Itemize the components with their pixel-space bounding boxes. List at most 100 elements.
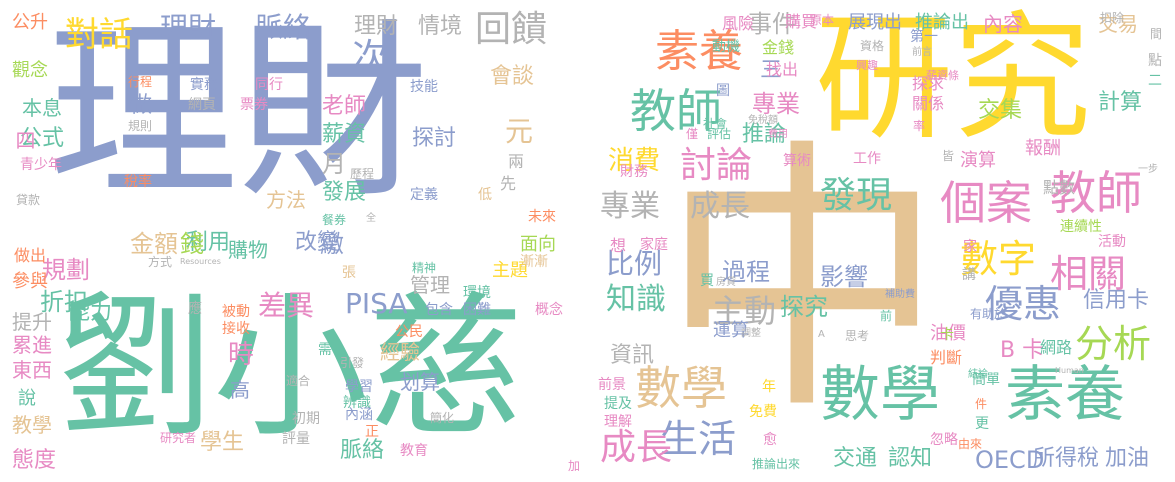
word-71: 加油 <box>1105 446 1150 471</box>
word-91: 三 <box>760 58 783 83</box>
word-75: 交集 <box>978 98 1023 123</box>
word-31: 成長 <box>600 427 673 468</box>
word-10: 數學 <box>635 361 727 415</box>
word-110: 家庭 <box>640 237 668 253</box>
word-141: 內涵 <box>345 407 373 423</box>
word-2: 研究 <box>815 0 1092 159</box>
word-30: 生活 <box>660 417 737 461</box>
word-80: 購買 <box>785 12 818 31</box>
word-199: 全 <box>366 213 376 224</box>
word-180: 扣除 <box>1100 11 1125 25</box>
word-134: 需 <box>318 342 332 358</box>
word-157: 房貸 <box>716 277 736 288</box>
word-182: 點 <box>1148 53 1162 69</box>
word-22: 專業 <box>600 189 660 224</box>
word-74: 計算 <box>1098 90 1143 115</box>
word-137: 辨識 <box>343 395 371 411</box>
word-153: 理解 <box>604 414 632 430</box>
word-41: 利用 <box>186 230 231 255</box>
word-79: 展現出 <box>848 12 902 33</box>
word-24: 事件 <box>748 10 796 38</box>
word-154: 免費 <box>749 404 777 420</box>
word-23: 成長 <box>690 189 750 224</box>
word-116: 同行 <box>255 77 283 93</box>
word-194: 僅 <box>686 127 699 141</box>
word-60: 高 <box>230 378 250 402</box>
word-132: 應 <box>188 301 202 317</box>
word-67: 交通 <box>833 446 878 471</box>
word-201: 適合 <box>286 374 311 388</box>
word-150: 漸漸 <box>520 254 548 270</box>
word-176: 活動 <box>1098 234 1126 250</box>
word-128: Resources <box>180 257 221 266</box>
word-202: A <box>818 329 825 340</box>
word-113: 先 <box>500 174 517 193</box>
word-37: 過程 <box>722 258 770 286</box>
word-103: 金錢 <box>762 38 795 57</box>
word-170: 推論出來 <box>752 457 801 471</box>
word-129: 精神 <box>412 261 437 275</box>
word-149: 未來 <box>528 209 556 225</box>
word-188: 原本 <box>810 13 835 27</box>
word-97: 油價 <box>930 323 966 344</box>
word-101: 簡單 <box>972 372 1000 388</box>
word-84: 東西 <box>12 358 52 382</box>
word-186: 資格 <box>860 39 885 53</box>
word-126: 貸款 <box>16 193 41 207</box>
word-47: 觀念 <box>12 60 48 81</box>
word-8: 教師 <box>1050 166 1142 220</box>
word-44: 能力 <box>68 300 113 325</box>
word-178: 講 <box>962 267 976 283</box>
word-40: 金額 <box>130 230 178 258</box>
word-159: 前 <box>880 309 893 323</box>
word-14: 理財 <box>160 11 217 44</box>
word-175: 連續性 <box>1060 219 1102 235</box>
word-94: 面向 <box>520 234 556 255</box>
word-115: 實務 <box>190 77 218 93</box>
word-109: 運算 <box>713 320 749 341</box>
word-17: 情境 <box>418 14 463 39</box>
word-148: 環境 <box>463 285 491 301</box>
word-3: 中 <box>660 116 945 448</box>
word-76: 內容 <box>983 12 1023 36</box>
word-168: 更 <box>975 416 989 432</box>
word-173: 算術 <box>783 153 811 169</box>
word-11: 數字 <box>960 237 1037 281</box>
word-197: 財務 <box>620 164 648 180</box>
word-57: 方法 <box>266 188 306 212</box>
word-172: 卡 <box>940 327 954 343</box>
word-62: 脈絡 <box>340 438 385 463</box>
word-161: 思考 <box>845 329 870 343</box>
word-78: 推論出 <box>915 12 969 33</box>
word-122: 行程 <box>128 75 153 89</box>
word-82: 教學 <box>12 413 52 437</box>
word-155: 年 <box>762 379 776 395</box>
word-123: 規則 <box>128 119 153 133</box>
word-156: 買 <box>700 273 714 289</box>
word-33: 差異 <box>258 289 315 322</box>
word-64: 划算 <box>400 370 440 394</box>
word-160: 補助費 <box>885 289 915 300</box>
word-142: 正 <box>365 424 379 440</box>
word-20: 發現 <box>820 175 893 216</box>
word-192: 社會 <box>703 117 728 131</box>
word-195: 免稅額 <box>748 115 778 126</box>
word-45: 公式 <box>20 126 65 151</box>
word-105: 關係 <box>912 94 945 113</box>
word-169: 愈 <box>763 432 777 448</box>
word-174: 工作 <box>853 151 881 167</box>
word-25: 消費 <box>608 146 661 176</box>
word-165: 忽略 <box>930 432 958 448</box>
word-125: 餐券 <box>322 213 347 227</box>
word-36: 主動 <box>712 292 777 330</box>
word-108: 動機 <box>712 39 740 55</box>
word-63: 經驗 <box>380 340 420 364</box>
word-19: 討論 <box>680 145 753 186</box>
word-162: 有助於 <box>970 307 1007 321</box>
word-35: 比例 <box>606 247 663 280</box>
word-68: 認知 <box>888 446 933 471</box>
word-152: 提及 <box>604 396 632 412</box>
word-70: 所得稅 <box>1033 446 1100 471</box>
word-143: 教育 <box>400 443 428 459</box>
word-50: 老師 <box>322 94 367 119</box>
